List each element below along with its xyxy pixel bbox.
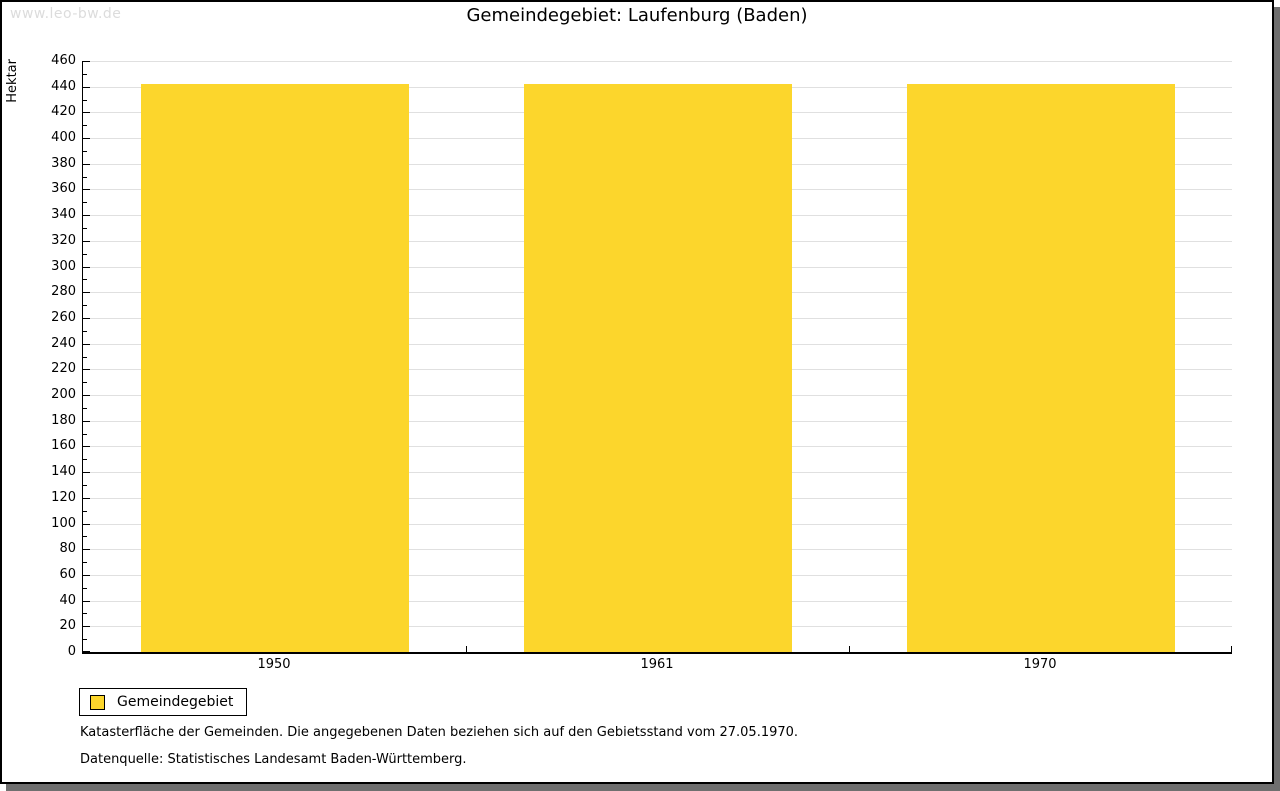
y-major-tick bbox=[83, 651, 90, 652]
legend: Gemeindegebiet bbox=[79, 688, 248, 716]
y-minor-tick bbox=[83, 279, 87, 280]
y-axis-label: Hektar bbox=[5, 59, 20, 103]
y-tick-label: 240 bbox=[51, 336, 76, 351]
y-major-tick bbox=[83, 395, 90, 396]
y-minor-tick bbox=[83, 536, 87, 537]
x-axis-end-tick bbox=[1231, 646, 1232, 652]
y-tick-label: 260 bbox=[51, 310, 76, 325]
y-major-tick bbox=[83, 292, 90, 293]
y-tick-label: 360 bbox=[51, 181, 76, 196]
y-minor-tick bbox=[83, 305, 87, 306]
y-major-tick bbox=[83, 369, 90, 370]
y-major-tick bbox=[83, 189, 90, 190]
y-tick-label: 80 bbox=[59, 541, 76, 556]
y-tick-label: 140 bbox=[51, 464, 76, 479]
y-minor-tick bbox=[83, 382, 87, 383]
y-minor-tick bbox=[83, 485, 87, 486]
y-tick-label: 300 bbox=[51, 259, 76, 274]
y-major-tick bbox=[83, 549, 90, 550]
y-tick-label: 380 bbox=[51, 156, 76, 171]
footnote-source-basis: Katasterfläche der Gemeinden. Die angege… bbox=[80, 725, 799, 740]
y-tick-label: 280 bbox=[51, 284, 76, 299]
y-major-tick bbox=[83, 267, 90, 268]
y-tick-label: 40 bbox=[59, 593, 76, 608]
y-minor-tick bbox=[83, 100, 87, 101]
y-major-tick bbox=[83, 524, 90, 525]
bar-1961 bbox=[524, 84, 792, 652]
y-tick-label: 220 bbox=[51, 361, 76, 376]
y-major-tick bbox=[83, 112, 90, 113]
y-major-tick bbox=[83, 344, 90, 345]
y-minor-tick bbox=[83, 434, 87, 435]
y-minor-tick bbox=[83, 459, 87, 460]
bar-1970 bbox=[907, 84, 1175, 652]
y-minor-tick bbox=[83, 151, 87, 152]
y-major-tick bbox=[83, 87, 90, 88]
y-tick-label: 60 bbox=[59, 567, 76, 582]
y-minor-tick bbox=[83, 331, 87, 332]
watermark: www.leo-bw.de bbox=[10, 6, 122, 22]
y-major-tick bbox=[83, 138, 90, 139]
y-minor-tick bbox=[83, 562, 87, 563]
y-tick-label: 460 bbox=[51, 53, 76, 68]
y-major-tick bbox=[83, 626, 90, 627]
y-minor-tick bbox=[83, 177, 87, 178]
y-minor-tick bbox=[83, 639, 87, 640]
y-major-tick bbox=[83, 575, 90, 576]
y-major-tick bbox=[83, 472, 90, 473]
y-major-tick bbox=[83, 318, 90, 319]
y-tick-label: 160 bbox=[51, 438, 76, 453]
y-tick-label: 440 bbox=[51, 79, 76, 94]
x-boundary-tick bbox=[466, 646, 467, 652]
y-major-tick bbox=[83, 164, 90, 165]
y-tick-label: 420 bbox=[51, 104, 76, 119]
y-tick-label: 100 bbox=[51, 516, 76, 531]
x-tick-label: 1961 bbox=[640, 657, 674, 672]
y-major-tick bbox=[83, 446, 90, 447]
y-minor-tick bbox=[83, 408, 87, 409]
y-tick-label: 320 bbox=[51, 233, 76, 248]
y-minor-tick bbox=[83, 228, 87, 229]
y-minor-tick bbox=[83, 254, 87, 255]
x-tick-label: 1950 bbox=[257, 657, 291, 672]
y-tick-label: 20 bbox=[59, 618, 76, 633]
y-minor-tick bbox=[83, 613, 87, 614]
y-tick-label: 340 bbox=[51, 207, 76, 222]
y-minor-tick bbox=[83, 588, 87, 589]
gridline bbox=[83, 61, 1232, 62]
legend-label: Gemeindegebiet bbox=[117, 694, 234, 710]
chart-title: Gemeindegebiet: Laufenburg (Baden) bbox=[466, 5, 808, 26]
y-major-tick bbox=[83, 61, 90, 62]
y-major-tick bbox=[83, 215, 90, 216]
y-tick-label: 400 bbox=[51, 130, 76, 145]
footnote-datasource: Datenquelle: Statistisches Landesamt Bad… bbox=[80, 752, 467, 767]
y-major-tick bbox=[83, 421, 90, 422]
y-major-tick bbox=[83, 498, 90, 499]
x-tick-label: 1970 bbox=[1023, 657, 1057, 672]
y-minor-tick bbox=[83, 202, 87, 203]
x-boundary-tick bbox=[849, 646, 850, 652]
y-major-tick bbox=[83, 601, 90, 602]
y-tick-label: 0 bbox=[67, 644, 76, 659]
y-tick-label: 120 bbox=[51, 490, 76, 505]
legend-swatch-gemeindegebiet bbox=[90, 694, 105, 710]
plot-area bbox=[82, 61, 1232, 654]
y-minor-tick bbox=[83, 74, 87, 75]
y-tick-label: 200 bbox=[51, 387, 76, 402]
y-minor-tick bbox=[83, 511, 87, 512]
y-minor-tick bbox=[83, 125, 87, 126]
y-tick-label: 180 bbox=[51, 413, 76, 428]
bar-1950 bbox=[141, 84, 409, 652]
y-minor-tick bbox=[83, 357, 87, 358]
y-major-tick bbox=[83, 241, 90, 242]
